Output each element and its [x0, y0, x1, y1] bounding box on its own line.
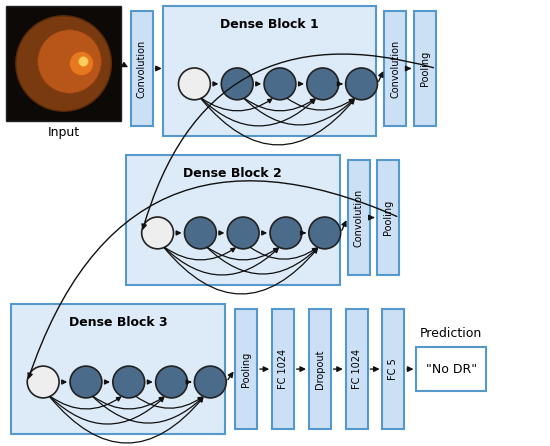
Circle shape: [38, 30, 101, 93]
Circle shape: [156, 366, 188, 398]
Text: FC 1024: FC 1024: [351, 349, 361, 389]
Bar: [384, 11, 406, 126]
Text: Dense Block 2: Dense Block 2: [183, 167, 282, 180]
Circle shape: [345, 68, 377, 100]
Circle shape: [270, 217, 302, 249]
Bar: [7, 6, 121, 120]
Bar: [416, 347, 486, 391]
Bar: [126, 155, 340, 285]
Text: Prediction: Prediction: [420, 327, 482, 340]
Bar: [131, 11, 152, 126]
Text: Convolution: Convolution: [137, 39, 147, 98]
Bar: [348, 161, 370, 275]
Circle shape: [113, 366, 145, 398]
Text: Convolution: Convolution: [354, 188, 364, 247]
Bar: [414, 11, 436, 126]
Bar: [12, 305, 226, 434]
Circle shape: [16, 16, 111, 111]
Circle shape: [28, 366, 59, 398]
Text: Pooling: Pooling: [241, 351, 251, 387]
Text: FC 5: FC 5: [388, 358, 398, 380]
Circle shape: [69, 52, 94, 75]
Circle shape: [307, 68, 339, 100]
Bar: [309, 310, 331, 429]
Text: Dense Block 1: Dense Block 1: [220, 18, 319, 31]
Circle shape: [142, 217, 173, 249]
Text: FC 1024: FC 1024: [278, 349, 288, 389]
Bar: [163, 6, 377, 136]
Bar: [345, 310, 367, 429]
Circle shape: [221, 68, 253, 100]
Circle shape: [70, 366, 102, 398]
Text: Convolution: Convolution: [390, 39, 400, 98]
Circle shape: [194, 366, 226, 398]
Text: Pooling: Pooling: [383, 200, 393, 235]
Text: Dropout: Dropout: [315, 349, 324, 389]
Bar: [377, 161, 399, 275]
Circle shape: [184, 217, 216, 249]
Bar: [382, 310, 404, 429]
Circle shape: [309, 217, 340, 249]
Text: "No DR": "No DR": [426, 363, 477, 376]
Circle shape: [264, 68, 296, 100]
Bar: [272, 310, 294, 429]
Text: Dense Block 3: Dense Block 3: [69, 316, 168, 329]
Circle shape: [227, 217, 259, 249]
Text: Pooling: Pooling: [420, 51, 430, 86]
Circle shape: [79, 57, 89, 66]
Text: Input: Input: [47, 126, 80, 139]
Circle shape: [179, 68, 210, 100]
Bar: [235, 310, 257, 429]
